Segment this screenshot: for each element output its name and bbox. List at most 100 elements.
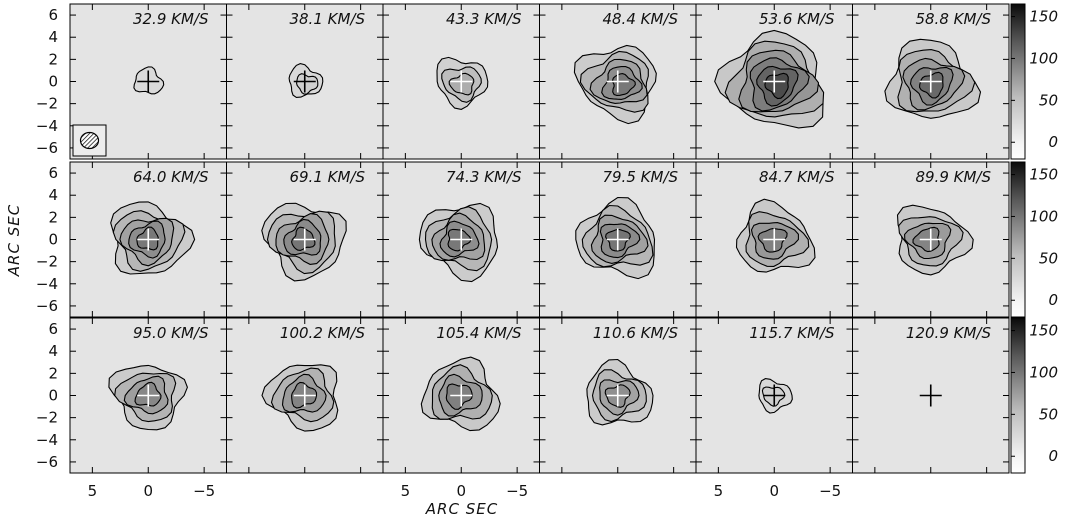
axes-labels: 6 4 2 0 −2 −4 −6 6 4 2 0 −2 −4 −6 6 4 2 0 −2 −4 −6 5 0 −5 5 0 −5 5 0… [36, 6, 841, 500]
panel-velocity-label: 53.6 KM/S [759, 10, 835, 28]
y-tick-label: 4 [48, 28, 58, 46]
x-tick-label: 0 [143, 482, 153, 500]
x-tick-label: 5 [88, 482, 98, 500]
y-tick-label: −4 [36, 117, 58, 135]
colorbar-tick-label: 150 [1029, 322, 1058, 340]
x-tick-label: 5 [714, 482, 724, 500]
colorbar-gradient [1010, 161, 1026, 318]
panel-velocity-label: 32.9 KM/S [133, 10, 209, 28]
channel-panel: 74.3 KM/S [382, 161, 540, 318]
panel-velocity-label: 74.3 KM/S [446, 168, 522, 186]
y-tick-label: −2 [36, 95, 58, 113]
y-tick-label: −2 [36, 253, 58, 271]
colorbar-tick-label: 0 [1048, 447, 1058, 465]
colorbar: 150 100 50 0 [1010, 161, 1058, 318]
y-tick-label: 0 [48, 387, 58, 405]
emission-contours [110, 201, 196, 275]
panel-velocity-label: 38.1 KM/S [289, 10, 365, 28]
y-tick-label: −2 [36, 409, 58, 427]
y-tick-label: −4 [36, 275, 58, 293]
panel-velocity-label: 43.3 KM/S [446, 10, 522, 28]
x-tick-label: 0 [769, 482, 779, 500]
colorbar-tick-label: 100 [1029, 49, 1058, 67]
y-tick-label: −6 [36, 297, 58, 315]
colorbar-tick-label: 50 [1039, 405, 1058, 423]
contour-level [445, 383, 473, 410]
channel-panel: 48.4 KM/S [539, 3, 697, 160]
emission-contours [884, 38, 982, 119]
channel-panel: 115.7 KM/S [695, 317, 853, 474]
channel-panel: 53.6 KM/S [695, 3, 853, 160]
panel-velocity-label: 69.1 KM/S [289, 168, 365, 186]
contour-level [764, 72, 789, 100]
panel-velocity-label: 120.9 KM/S [906, 324, 992, 342]
y-tick-label: 4 [48, 342, 58, 360]
colorbar-tick-label: 50 [1039, 91, 1058, 109]
y-tick-label: 2 [48, 50, 58, 68]
y-tick-label: 0 [48, 73, 58, 91]
x-tick-label: −5 [193, 482, 215, 500]
channel-panel: 100.2 KM/S [226, 317, 384, 474]
emission-contours [714, 29, 825, 129]
y-tick-label: 6 [48, 6, 58, 24]
channel-panel: 79.5 KM/S [539, 161, 697, 318]
panel-velocity-label: 84.7 KM/S [759, 168, 835, 186]
colorbar-tick-label: 0 [1048, 291, 1058, 309]
colorbar-gradient [1010, 3, 1026, 160]
channel-panel: 38.1 KM/S [226, 3, 384, 160]
panel-velocity-label: 110.6 KM/S [593, 324, 679, 342]
y-axis-title: ARC SEC [5, 204, 23, 277]
colorbar-tick-label: 100 [1029, 207, 1058, 225]
colorbar-tick-label: 100 [1029, 363, 1058, 381]
panel-velocity-label: 79.5 KM/S [602, 168, 678, 186]
colorbar-column: 150 100 50 0 150 100 50 0 150 100 50 0 [1010, 3, 1058, 474]
y-tick-label: −6 [36, 453, 58, 471]
y-tick-label: 2 [48, 364, 58, 382]
colorbar-gradient [1010, 317, 1026, 474]
contour-level [296, 73, 319, 95]
colorbar-tick-label: 50 [1039, 249, 1058, 267]
colorbar-tick-label: 150 [1029, 8, 1058, 26]
x-tick-label: 0 [456, 482, 466, 500]
y-tick-label: −4 [36, 431, 58, 449]
channel-panel: 105.4 KM/S [382, 317, 540, 474]
channel-panel: 89.9 KM/S [852, 161, 1010, 318]
x-tick-label: 5 [401, 482, 411, 500]
x-tick-label: −5 [819, 482, 841, 500]
y-tick-label: 2 [48, 208, 58, 226]
channel-panel: 43.3 KM/S [382, 3, 540, 160]
panel-grid: 32.9 KM/S 38.1 KM/S 43.3 KM/S 48.4 KM/S 53.6… [69, 3, 1010, 474]
channel-panel: 64.0 KM/S [69, 161, 227, 318]
panel-velocity-label: 115.7 KM/S [749, 324, 835, 342]
colorbar-tick-label: 0 [1048, 133, 1058, 151]
panel-velocity-label: 100.2 KM/S [280, 324, 366, 342]
colorbar: 150 100 50 0 [1010, 317, 1058, 474]
panel-velocity-label: 89.9 KM/S [915, 168, 991, 186]
channel-panel: 32.9 KM/S [69, 3, 227, 160]
hatched-ellipse-beam-icon [79, 131, 100, 150]
channel-panel: 95.0 KM/S [69, 317, 227, 474]
channel-panel: 84.7 KM/S [695, 161, 853, 318]
x-axis-title: ARC SEC [425, 500, 498, 518]
panel-velocity-label: 95.0 KM/S [133, 324, 209, 342]
x-tick-label: −5 [506, 482, 528, 500]
channel-panel: 110.6 KM/S [539, 317, 697, 474]
contour-level [757, 228, 788, 253]
emission-contours [288, 63, 324, 98]
panel-velocity-label: 64.0 KM/S [133, 168, 209, 186]
panel-velocity-label: 58.8 KM/S [915, 10, 991, 28]
colorbar-tick-label: 150 [1029, 166, 1058, 184]
colorbar: 150 100 50 0 [1010, 3, 1058, 160]
y-tick-label: 4 [48, 186, 58, 204]
y-tick-label: 6 [48, 320, 58, 338]
y-tick-label: 0 [48, 231, 58, 249]
channel-panel: 69.1 KM/S [226, 161, 384, 318]
y-tick-label: −6 [36, 139, 58, 157]
emission-contours [261, 202, 347, 282]
panel-velocity-label: 105.4 KM/S [436, 324, 522, 342]
y-tick-label: 6 [48, 164, 58, 182]
channel-panel: 58.8 KM/S [852, 3, 1010, 160]
panel-velocity-label: 48.4 KM/S [602, 10, 678, 28]
channel-panel: 120.9 KM/S [852, 317, 1010, 474]
